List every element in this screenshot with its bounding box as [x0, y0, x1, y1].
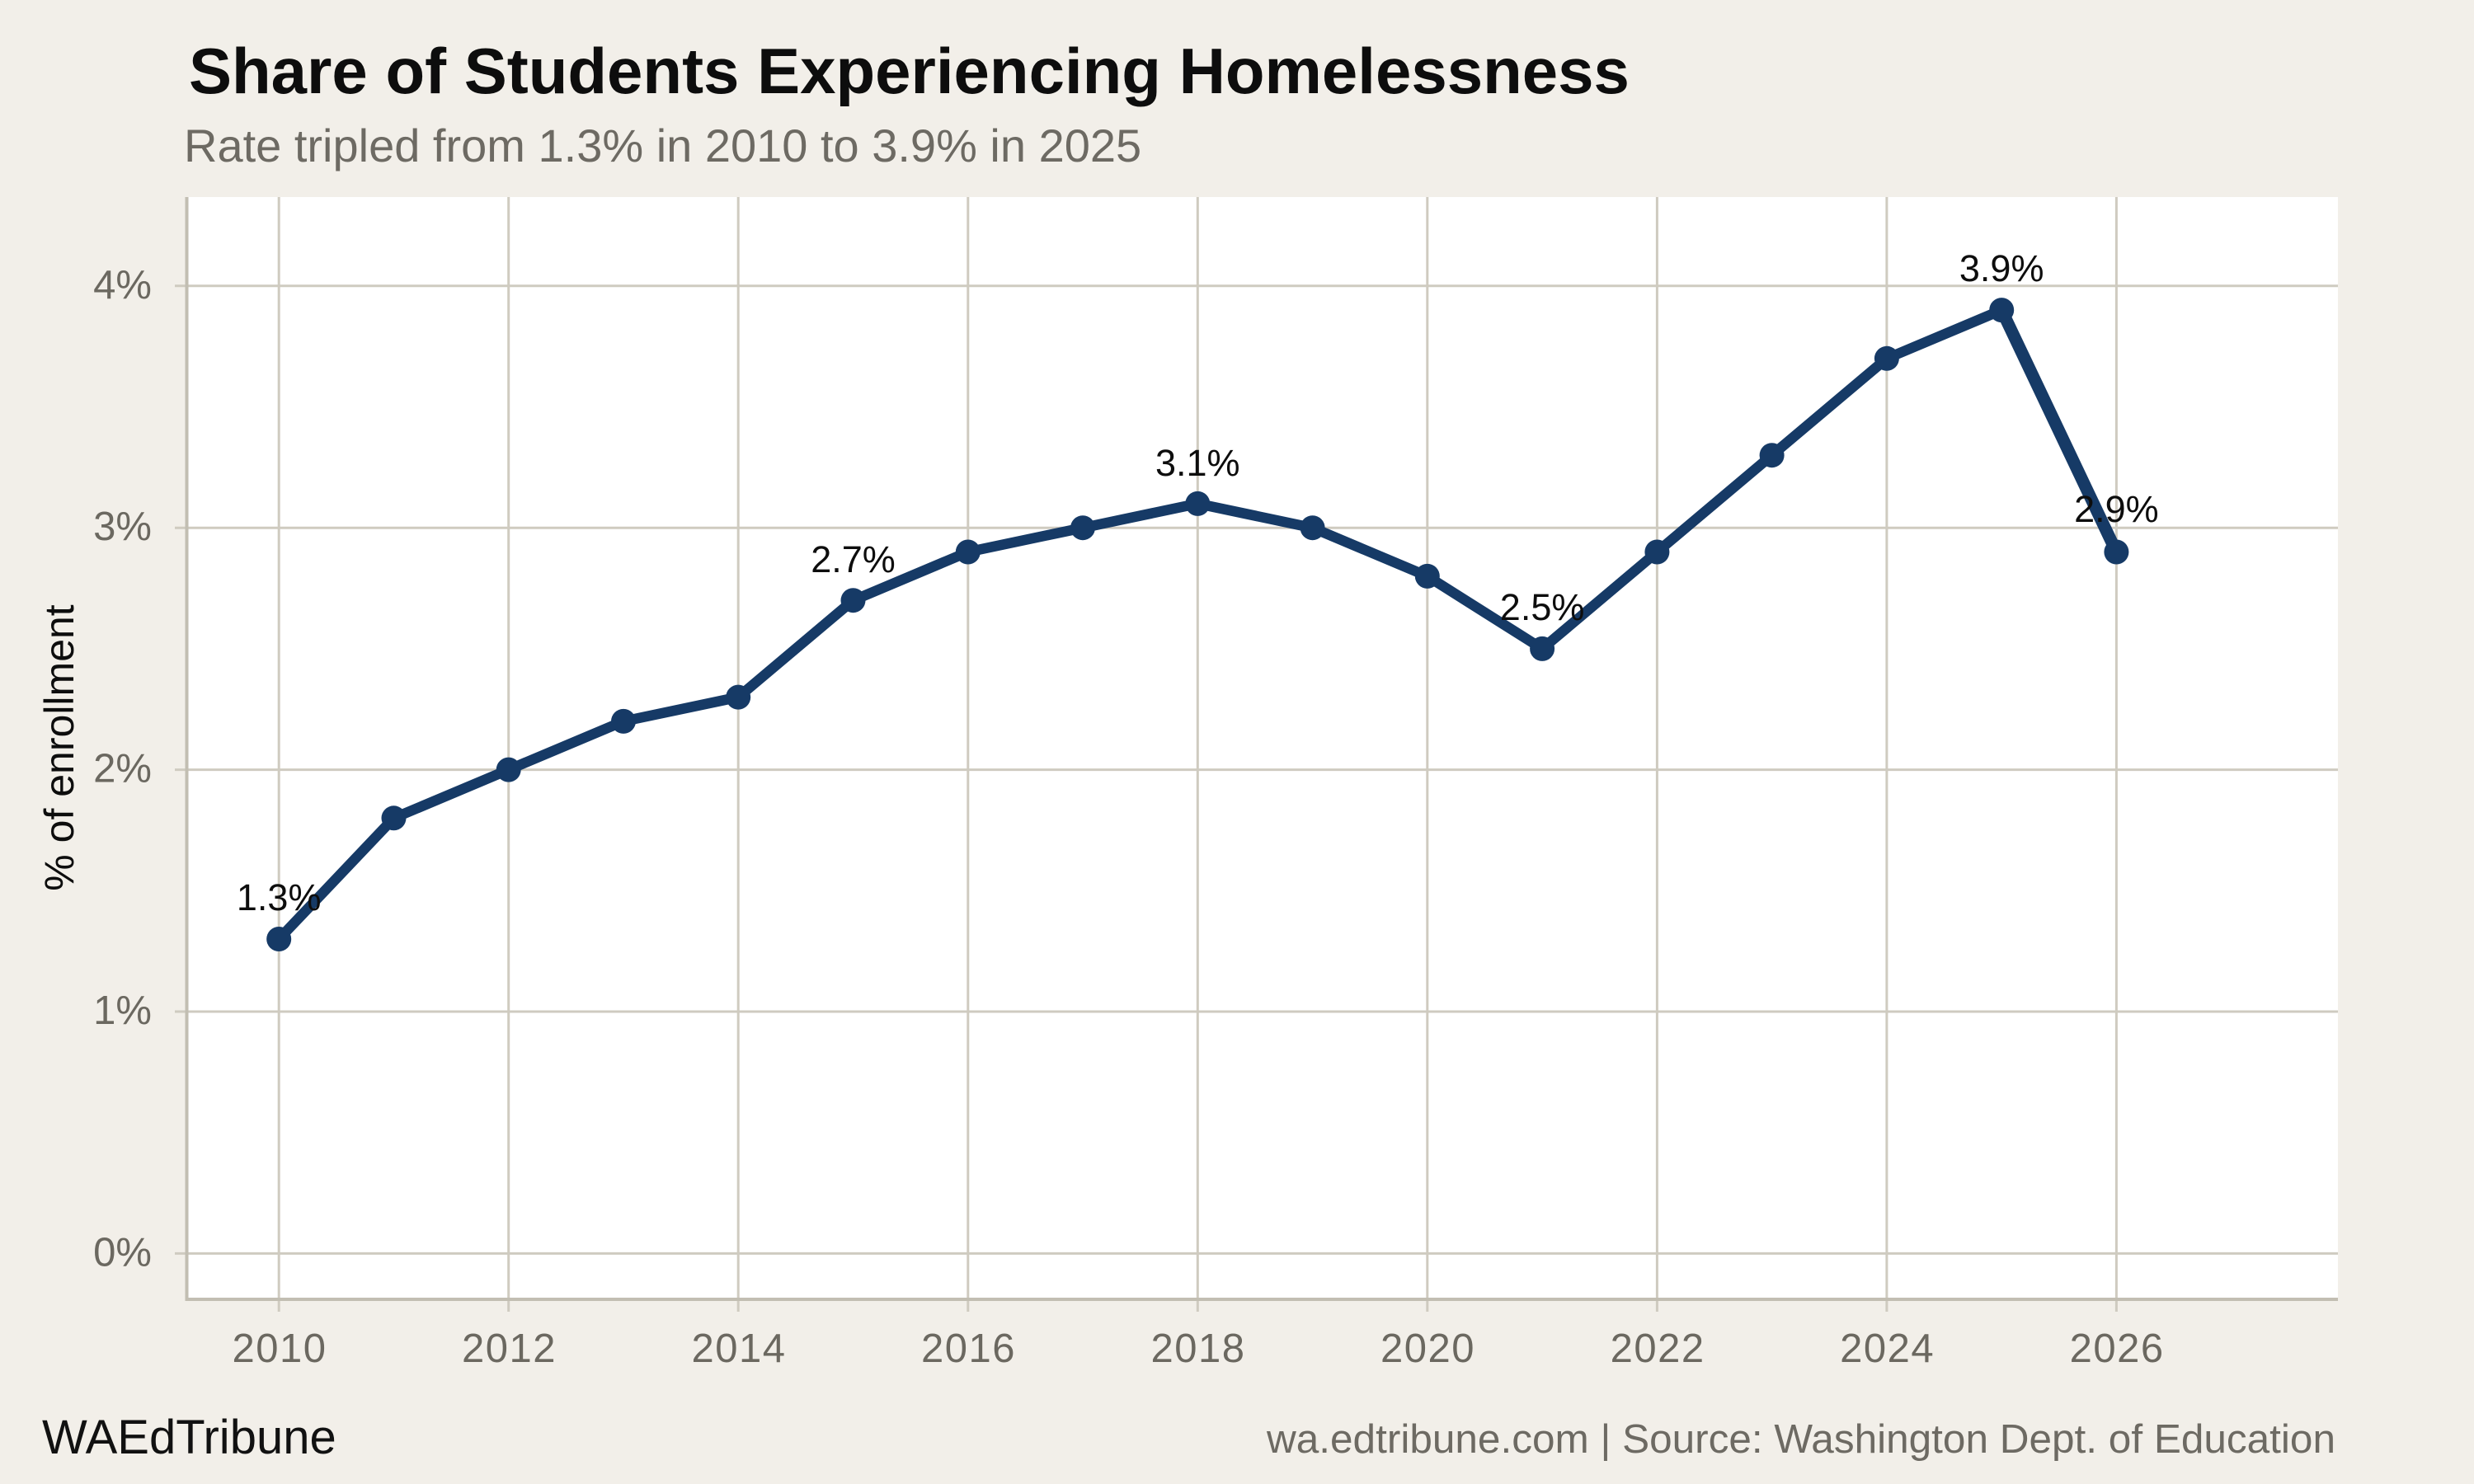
svg-text:Share of Students Experiencing: Share of Students Experiencing Homelessn…	[189, 35, 1630, 107]
svg-text:2016: 2016	[921, 1327, 1016, 1371]
svg-text:2020: 2020	[1380, 1327, 1475, 1371]
svg-text:0%: 0%	[93, 1230, 152, 1275]
svg-text:Rate tripled from 1.3% in 2010: Rate tripled from 1.3% in 2010 to 3.9% i…	[184, 120, 1141, 171]
svg-text:1%: 1%	[93, 989, 152, 1033]
svg-text:2.9%: 2.9%	[2074, 488, 2159, 530]
svg-text:2.5%: 2.5%	[1500, 586, 1585, 628]
svg-text:% of enrollment: % of enrollment	[36, 604, 82, 890]
svg-text:wa.edtribune.com | Source: Was: wa.edtribune.com | Source: Washington De…	[1266, 1416, 2335, 1462]
svg-text:WAEdTribune: WAEdTribune	[42, 1411, 336, 1464]
svg-text:2012: 2012	[462, 1327, 557, 1371]
svg-text:2.7%: 2.7%	[811, 538, 896, 580]
svg-text:2%: 2%	[93, 747, 152, 791]
svg-text:2024: 2024	[1840, 1327, 1935, 1371]
svg-text:1.3%: 1.3%	[237, 876, 322, 918]
svg-text:3.9%: 3.9%	[1959, 247, 2044, 289]
svg-text:2010: 2010	[232, 1327, 327, 1371]
svg-text:4%: 4%	[93, 263, 152, 308]
svg-text:3%: 3%	[93, 505, 152, 549]
svg-text:3.1%: 3.1%	[1155, 442, 1240, 484]
svg-text:2026: 2026	[2070, 1327, 2165, 1371]
svg-text:2022: 2022	[1611, 1327, 1705, 1371]
svg-text:2014: 2014	[691, 1327, 786, 1371]
svg-text:2018: 2018	[1151, 1327, 1246, 1371]
